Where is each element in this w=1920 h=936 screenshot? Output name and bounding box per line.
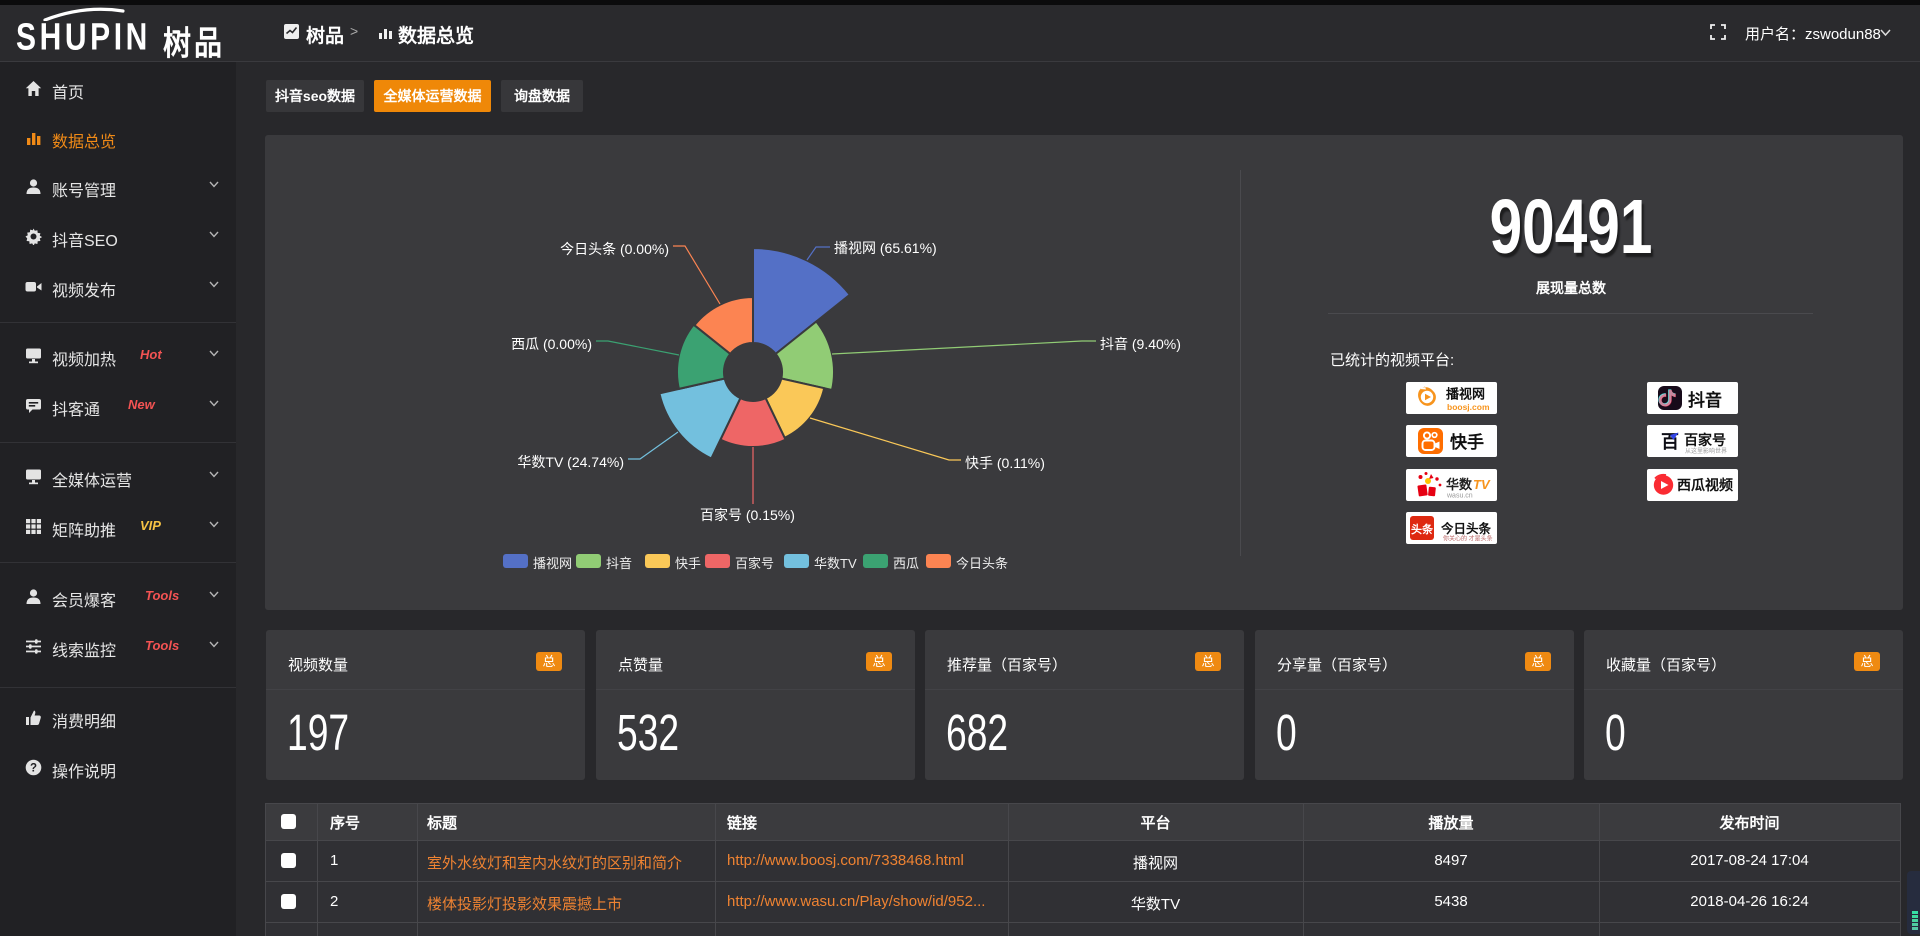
- svg-text:华数: 华数: [1446, 477, 1473, 492]
- svg-text:TV: TV: [1473, 477, 1491, 492]
- svg-text:抖音: 抖音: [1688, 390, 1722, 410]
- svg-text:头条: 头条: [1411, 522, 1434, 536]
- svg-text:播视网: 播视网: [1446, 387, 1485, 402]
- svg-text:今日头条: 今日头条: [1440, 521, 1492, 536]
- svg-text:百家号: 百家号: [1684, 432, 1726, 448]
- svg-text:?: ?: [30, 763, 37, 775]
- svg-text:快手: 快手: [1450, 432, 1484, 452]
- svg-text:从这里影响世界: 从这里影响世界: [1685, 447, 1727, 455]
- svg-text:boosj.com: boosj.com: [1447, 402, 1490, 412]
- svg-text:你关心的 才是头条: 你关心的 才是头条: [1443, 535, 1493, 543]
- svg-text:wasu.cn: wasu.cn: [1446, 493, 1473, 500]
- svg-text:西瓜视频: 西瓜视频: [1677, 477, 1733, 493]
